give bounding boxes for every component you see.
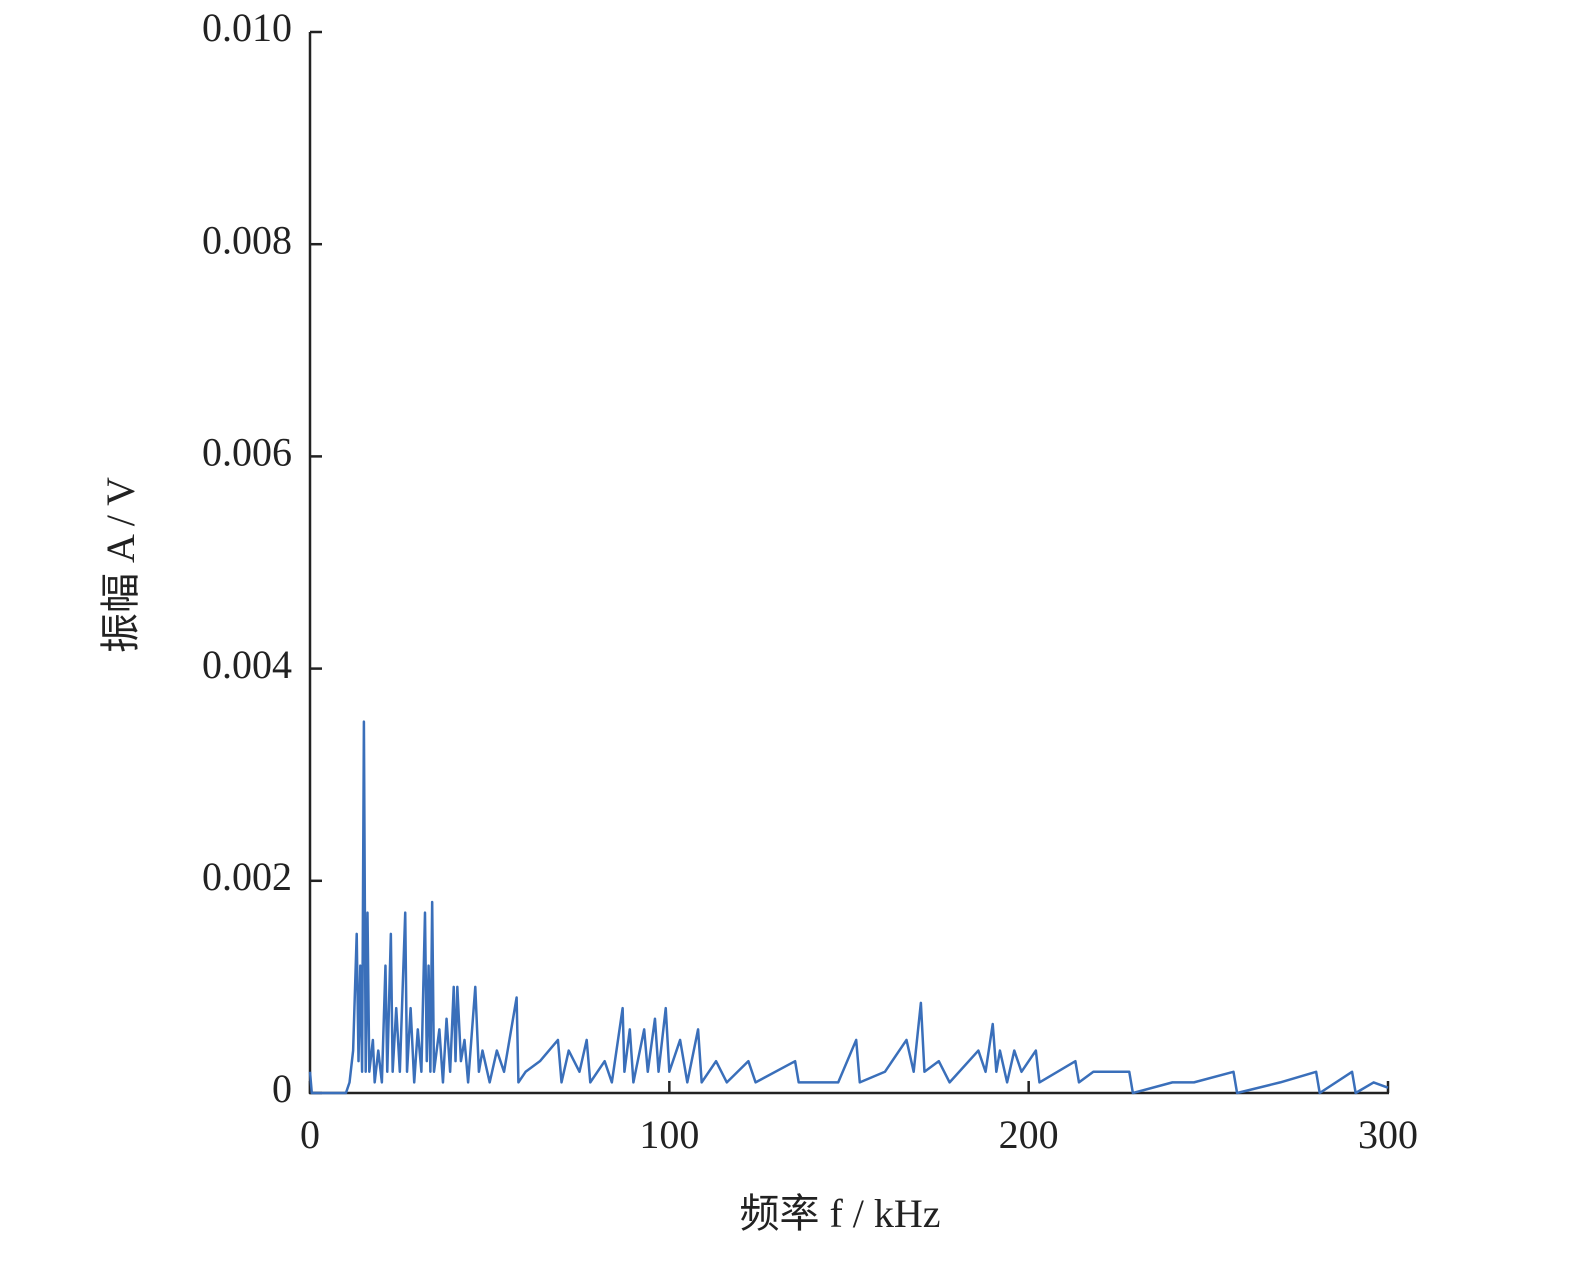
y-tick-label: 0.008 <box>202 217 292 262</box>
y-tick-label: 0.006 <box>202 430 292 475</box>
x-tick-label: 300 <box>1358 1112 1418 1157</box>
y-axis-label: 振幅 A / V <box>98 477 143 653</box>
y-tick-label: 0.004 <box>202 642 292 687</box>
x-axis-label: 频率 f / kHz <box>739 1191 940 1236</box>
y-tick-label: 0 <box>272 1066 292 1111</box>
y-tick-label: 0.010 <box>202 5 292 50</box>
x-tick-label: 0 <box>300 1112 320 1157</box>
x-tick-label: 200 <box>999 1112 1059 1157</box>
y-tick-label: 0.002 <box>202 854 292 899</box>
spectrum-line <box>308 720 1389 1095</box>
x-tick-label: 100 <box>639 1112 699 1157</box>
